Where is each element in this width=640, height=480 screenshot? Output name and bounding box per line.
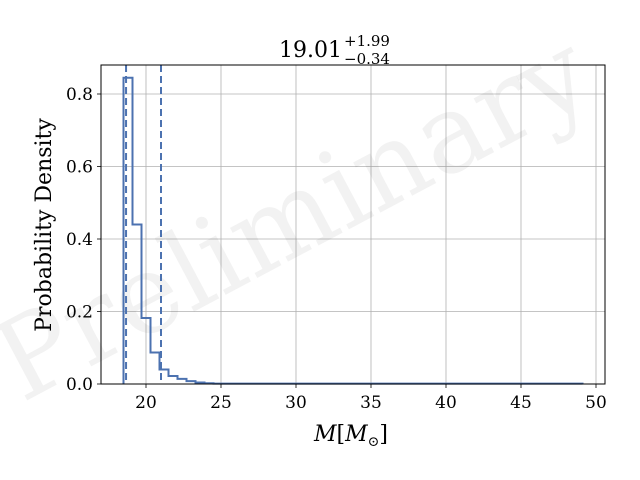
y-tick-label: 0.6: [66, 158, 93, 178]
x-axis-unit-subscript: ⊙: [368, 434, 380, 450]
histogram-steps: [122, 76, 584, 385]
chart-title: 19.01: [279, 38, 342, 63]
x-tick-label: 20: [135, 393, 157, 413]
x-axis-variable: M: [313, 422, 337, 447]
x-tick-label: 35: [360, 393, 382, 413]
plot-frame: [100, 64, 606, 385]
grid-lines: [101, 65, 605, 385]
x-tick-label: 50: [585, 393, 607, 413]
title-lower-error: −0.34: [344, 50, 390, 68]
y-axis: 0.0 0.2 0.4 0.6 0.8: [66, 85, 101, 395]
title-upper-error: +1.99: [344, 32, 390, 50]
plot-area: [122, 65, 584, 385]
x-tick-label: 25: [210, 393, 232, 413]
y-axis-label: Probability Density: [32, 118, 57, 332]
y-tick-label: 0.4: [66, 230, 93, 250]
watermark: Preliminary: [0, 7, 610, 426]
x-axis-label: M[M⊙]: [313, 422, 388, 450]
y-tick-label: 0.0: [66, 375, 93, 395]
x-tick-label: 30: [285, 393, 307, 413]
x-axis-unit: M: [344, 422, 368, 447]
x-tick-label: 45: [510, 393, 532, 413]
x-tick-label: 40: [435, 393, 457, 413]
y-tick-label: 0.8: [66, 85, 93, 105]
y-tick-label: 0.2: [66, 303, 93, 323]
x-axis: 20 25 30 35 40 45 50: [135, 384, 607, 413]
